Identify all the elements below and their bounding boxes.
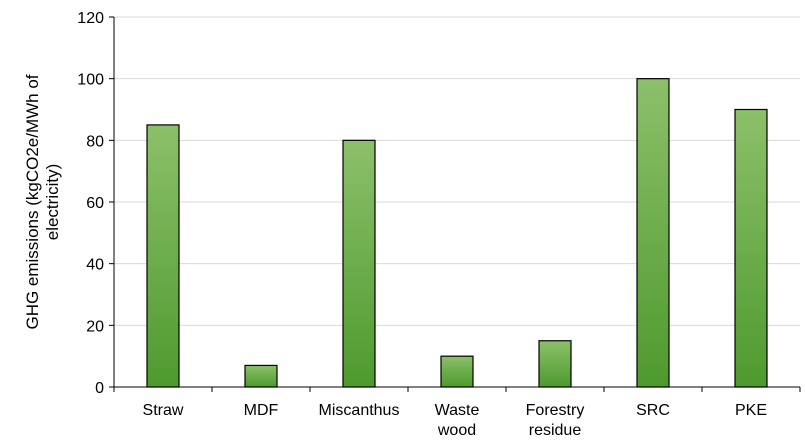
y-axis-title: GHG emissions (kgCO2e/MWh ofelectricity) [23,74,62,329]
bar-src [636,78,670,388]
category-label-miscanthus: Miscanthus [319,402,400,419]
bars [146,78,768,388]
bar-straw [146,124,180,388]
category-label-pke: PKE [735,402,767,419]
y-tick-label-20: 20 [86,318,104,335]
category-labels: Straw MDF Miscanthus Waste wood Forestry resid… [143,402,767,439]
y-tick-labels: 0 20 40 60 80 100 120 [77,10,104,397]
y-tick-label-100: 100 [77,72,104,89]
axes [109,16,801,392]
category-label-forestry-residue: Forestry residue [526,402,585,439]
category-label-mdf: MDF [244,402,279,419]
y-tick-label-60: 60 [86,195,104,212]
gridlines [114,16,800,326]
bar-forestry-residue [538,340,572,388]
y-tick-label-120: 120 [77,10,104,27]
bar-pke [734,108,768,388]
y-axis-label: GHG emissions (kgCO2e/MWh ofelectricity) [23,74,62,329]
category-label-src: SRC [636,402,670,419]
y-tick-label-0: 0 [95,380,104,397]
y-tick-label-80: 80 [86,133,104,150]
category-label-waste-wood: Waste wood [435,402,480,439]
bar-miscanthus [342,139,376,388]
y-tick-label-40: 40 [86,257,104,274]
bar-mdf [244,364,278,388]
category-label-straw: Straw [143,402,184,419]
bar-waste-wood [440,355,474,388]
